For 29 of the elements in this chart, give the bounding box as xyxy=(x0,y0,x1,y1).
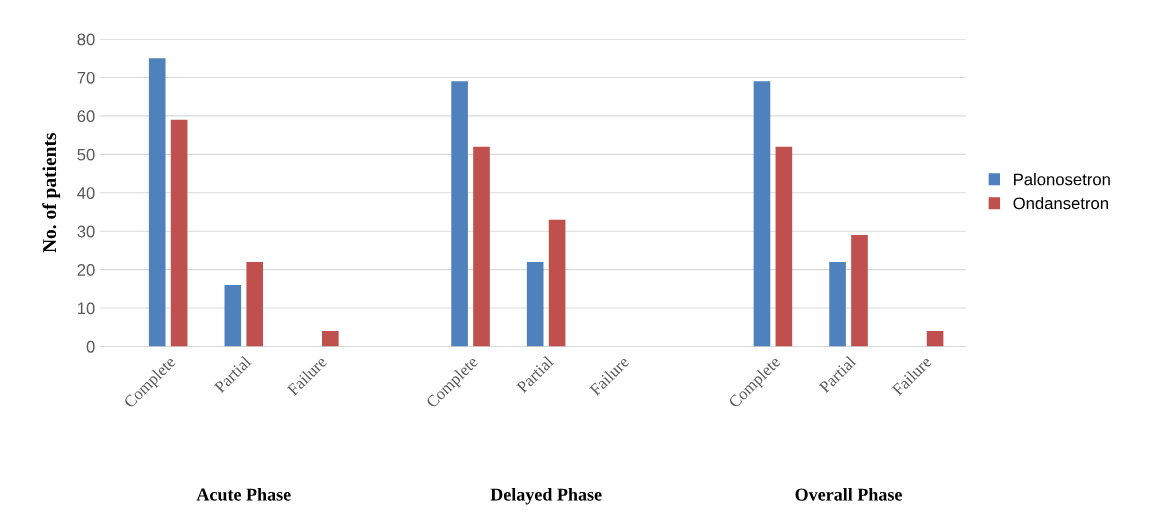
bar xyxy=(851,235,868,347)
text: Overall Phase xyxy=(795,487,902,501)
legend-label: Ondansetron xyxy=(1013,196,1108,210)
bar xyxy=(148,58,166,347)
legend-label: Palonosetron xyxy=(1014,173,1110,186)
y-tick-label: 10 xyxy=(78,302,95,315)
text: Delayed Phase xyxy=(490,487,602,505)
bar xyxy=(451,81,468,347)
y-tick-label: 20 xyxy=(77,264,95,276)
bar xyxy=(526,261,544,347)
y-tick-label: 50 xyxy=(77,148,95,161)
y-tick-label: 0 xyxy=(86,340,95,353)
y-tick-label: 40 xyxy=(77,187,95,199)
y-axis-title: No. of patients xyxy=(42,133,61,253)
bar xyxy=(322,331,339,347)
text: Acute Phase xyxy=(196,487,291,501)
bar xyxy=(473,146,490,347)
y-tick-label: 70 xyxy=(77,71,95,84)
y-tick-label: 60 xyxy=(77,110,95,123)
bar xyxy=(170,119,188,347)
bar xyxy=(246,261,264,347)
y-tick-label: 30 xyxy=(77,225,95,238)
bar xyxy=(224,284,242,347)
bar xyxy=(926,331,944,347)
bar xyxy=(753,81,771,347)
bar xyxy=(829,261,846,347)
y-tick-label: 80 xyxy=(77,33,95,46)
bar xyxy=(548,219,566,347)
bar xyxy=(775,146,793,347)
